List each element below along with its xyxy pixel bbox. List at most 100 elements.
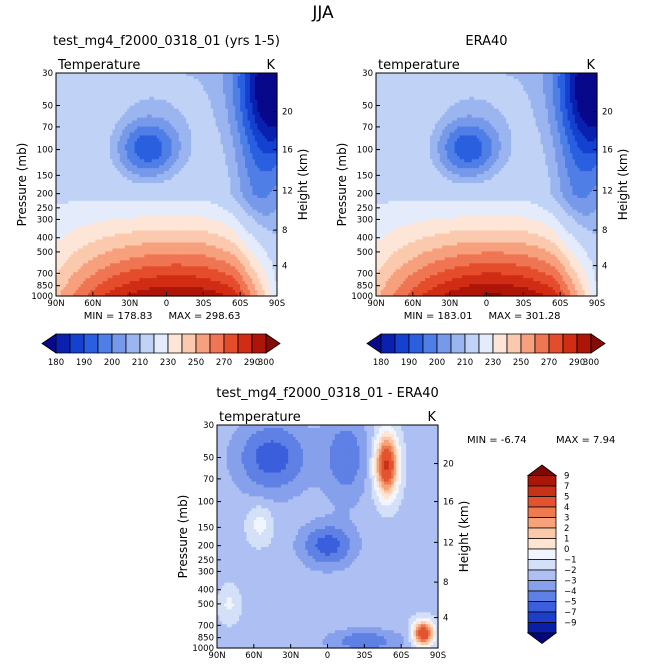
colorbar-swatch	[528, 486, 556, 497]
y-tick-label: 300	[198, 567, 214, 577]
colorbar-label: 300	[258, 358, 274, 368]
y-right-tick-label: 4	[443, 614, 448, 624]
y-tick-label: 300	[37, 215, 53, 225]
panel-variable-label: temperature	[219, 410, 301, 425]
x-tick-label: 0	[325, 651, 330, 661]
y-tick-label: 700	[357, 269, 373, 279]
colorbar-swatch	[528, 602, 556, 613]
colorbar-swatch	[528, 623, 556, 634]
y-tick-label: 500	[357, 248, 373, 258]
y-right-axis-title: Height (km)	[296, 149, 310, 220]
x-tick-label: 30N	[282, 651, 299, 661]
y-right-tick-label: 16	[443, 498, 454, 508]
y-tick-label: 200	[357, 190, 373, 200]
panel-units-label: K	[586, 58, 595, 73]
panel-units-label: K	[427, 410, 436, 425]
y-tick-label: 30	[362, 69, 373, 79]
x-tick-label: 60S	[552, 299, 568, 309]
y-right-tick-label: 12	[282, 186, 293, 196]
y-tick-label: 700	[198, 621, 214, 631]
colorbar-swatch	[381, 334, 395, 353]
colorbar-swatch	[154, 334, 168, 353]
y-right-tick-label: 12	[443, 538, 454, 548]
y-tick-label: 200	[37, 190, 53, 200]
colorbar-swatch	[210, 334, 224, 353]
y-right-tick-label: 16	[602, 146, 613, 156]
x-tick-label: 90N	[47, 299, 64, 309]
y-tick-label: 150	[198, 523, 214, 533]
colorbar-label: 200	[429, 358, 445, 368]
colorbar-label: −7	[564, 608, 577, 618]
panel-title: test_mg4_f2000_0318_01 - ERA40	[216, 386, 439, 401]
max-label: MAX = 301.28	[489, 311, 561, 322]
colorbar-label: −3	[564, 577, 577, 587]
y-axis-title: Pressure (mb)	[15, 143, 29, 227]
x-tick-label: 60S	[232, 299, 248, 309]
panel-variable-label: Temperature	[57, 58, 140, 73]
y-tick-label: 70	[203, 475, 214, 485]
colorbar-label: 0	[564, 545, 569, 555]
y-tick-label: 850	[357, 282, 373, 292]
y-axis-title: Pressure (mb)	[176, 495, 190, 579]
y-tick-label: 400	[37, 234, 53, 244]
y-right-tick-label: 12	[602, 186, 613, 196]
colorbar-swatch	[182, 334, 196, 353]
y-right-tick-label: 8	[443, 578, 448, 588]
y-tick-label: 50	[362, 101, 373, 111]
x-tick-label: 60N	[84, 299, 101, 309]
colorbar-label: −2	[564, 566, 577, 576]
colorbar-label: 5	[564, 493, 569, 503]
colorbar-swatch	[549, 334, 563, 353]
contour-fill	[376, 73, 598, 297]
colorbar-swatch	[528, 591, 556, 602]
x-tick-label: 30N	[441, 299, 458, 309]
x-tick-label: 90S	[589, 299, 605, 309]
colorbar-swatch	[409, 334, 423, 353]
y-tick-label: 700	[37, 269, 53, 279]
colorbar-swatch	[423, 334, 437, 353]
colorbar-swatch	[196, 334, 210, 353]
max-label: MAX = 298.63	[169, 311, 241, 322]
y-right-tick-label: 4	[602, 262, 607, 272]
colorbar-swatch	[252, 334, 266, 353]
colorbar-swatch	[528, 539, 556, 550]
colorbar-label: 210	[132, 358, 148, 368]
colorbar-label: 180	[373, 358, 389, 368]
colorbar-swatch	[437, 334, 451, 353]
x-tick-label: 60N	[404, 299, 421, 309]
colorbar-label: −1	[564, 556, 577, 566]
colorbar-swatch	[367, 334, 381, 353]
colorbar-swatch	[140, 334, 154, 353]
y-tick-label: 500	[37, 248, 53, 258]
y-right-tick-label: 8	[602, 226, 607, 236]
colorbar-swatch	[528, 633, 556, 644]
colorbar-swatch	[528, 581, 556, 592]
y-tick-label: 200	[198, 542, 214, 552]
colorbar-swatch	[266, 334, 280, 353]
colorbar-label: 190	[76, 358, 92, 368]
y-right-tick-label: 20	[443, 460, 454, 470]
y-right-tick-label: 8	[282, 226, 287, 236]
colorbar-label: 2	[564, 524, 569, 534]
colorbar-swatch	[84, 334, 98, 353]
y-tick-label: 250	[357, 204, 373, 214]
y-right-axis-title: Height (km)	[616, 149, 630, 220]
colorbar-label: 4	[564, 503, 569, 513]
colorbar-swatch	[528, 549, 556, 560]
colorbar-swatch	[528, 570, 556, 581]
colorbar-label: 230	[160, 358, 176, 368]
colorbar-label: −5	[564, 598, 577, 608]
y-tick-label: 150	[357, 171, 373, 181]
colorbar-swatch	[528, 560, 556, 571]
panel-variable-label: temperature	[378, 58, 460, 73]
colorbar-swatch	[112, 334, 126, 353]
colorbar-label: 230	[485, 358, 501, 368]
x-tick-label: 90N	[208, 651, 225, 661]
figure-title: JJA	[311, 3, 334, 23]
panel-title: ERA40	[465, 34, 507, 49]
y-tick-label: 250	[37, 204, 53, 214]
